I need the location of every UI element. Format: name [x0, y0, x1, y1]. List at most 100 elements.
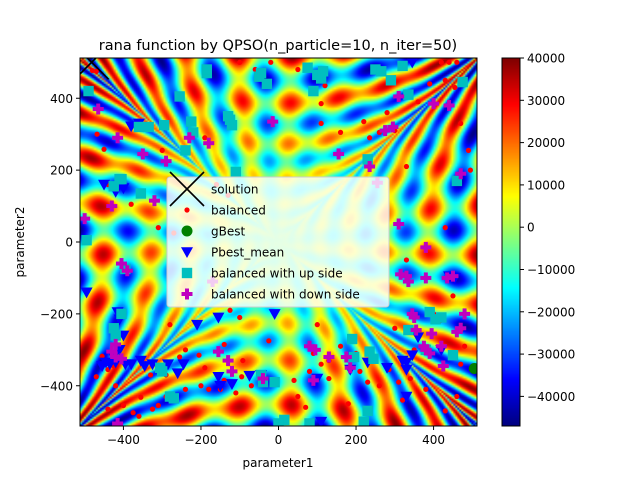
data-point	[399, 397, 406, 403]
legend-marker	[181, 267, 193, 279]
data-point	[357, 368, 363, 374]
data-point	[183, 132, 195, 144]
data-point	[108, 323, 119, 334]
data-point	[273, 418, 284, 426]
data-point	[137, 148, 149, 160]
data-point	[307, 374, 319, 386]
data-point-bar	[447, 99, 452, 111]
legend-label: balanced with up side	[211, 267, 343, 281]
data-point-bar	[313, 344, 318, 356]
data-point	[455, 322, 467, 334]
data-point	[237, 59, 243, 65]
data-point-bar	[326, 351, 331, 363]
data-point	[203, 137, 215, 149]
data-point	[94, 131, 100, 137]
data-point	[458, 120, 464, 127]
data-point-bar	[125, 265, 130, 277]
data-point	[364, 161, 376, 173]
data-point	[117, 183, 130, 195]
data-point	[202, 365, 208, 371]
data-point	[385, 75, 397, 86]
data-point	[402, 276, 414, 288]
data-point	[226, 120, 238, 131]
data-point	[239, 374, 245, 380]
data-point	[406, 350, 419, 362]
data-point	[201, 64, 212, 75]
legend-marker	[169, 171, 205, 207]
data-point	[337, 129, 344, 135]
data-point	[115, 353, 127, 365]
legend-label: gBest	[211, 225, 245, 239]
data-point	[133, 121, 145, 133]
data-point	[212, 371, 225, 383]
colorbar-tick-label: −10000	[527, 263, 575, 277]
colorbar-tick-label: −40000	[527, 390, 575, 404]
data-point	[396, 379, 402, 385]
data-point	[362, 154, 373, 165]
data-point	[406, 58, 418, 69]
data-point	[110, 338, 122, 350]
data-point	[458, 361, 464, 367]
data-point	[326, 375, 332, 382]
data-point-bar	[383, 125, 388, 137]
data-point	[98, 179, 111, 191]
y-tick-label: −400	[40, 379, 73, 393]
colorbar: −40000 −30000 −20000 −10000 0 10000 20000 30000…	[501, 52, 575, 427]
data-point-bar	[445, 272, 450, 284]
data-point	[340, 351, 352, 363]
data-point-bar	[367, 161, 372, 173]
data-point	[237, 314, 243, 321]
data-point-bar	[406, 276, 411, 288]
data-point-bar	[427, 347, 432, 359]
legend: solution balanced gBest Pbest_mean balanced …	[166, 171, 390, 308]
colorbar-tick-label: −30000	[527, 348, 575, 362]
data-point	[240, 357, 246, 364]
data-point-bar	[462, 308, 467, 320]
data-point	[93, 68, 99, 74]
data-point	[397, 60, 408, 72]
data-point	[266, 338, 272, 344]
data-point	[269, 376, 280, 388]
legend-label: balanced with down side	[211, 288, 360, 302]
data-point	[291, 377, 297, 383]
data-point	[420, 344, 432, 356]
data-point	[461, 343, 468, 349]
data-point	[110, 330, 121, 341]
data-point	[168, 393, 180, 404]
legend-marker-bar	[185, 288, 189, 300]
data-point	[441, 272, 453, 284]
data-point	[420, 241, 432, 253]
data-point	[116, 173, 127, 185]
data-point	[403, 89, 414, 100]
data-point	[345, 401, 351, 407]
data-point	[367, 135, 373, 141]
data-point-bar	[458, 322, 463, 334]
series-gbest	[468, 363, 477, 374]
legend-marker	[181, 247, 193, 258]
data-point	[80, 287, 93, 299]
data-point	[368, 353, 379, 364]
data-point	[403, 163, 410, 170]
data-point	[424, 306, 435, 318]
data-point	[304, 340, 316, 352]
data-point	[83, 85, 94, 97]
data-point	[315, 416, 328, 426]
data-point	[177, 354, 183, 360]
data-point	[423, 386, 429, 392]
y-tick-label: −200	[40, 307, 73, 321]
data-point-bar	[348, 362, 353, 374]
data-point	[268, 309, 281, 320]
data-point-bar	[270, 116, 275, 128]
legend-items: solution balanced gBest Pbest_mean balanced …	[169, 171, 360, 302]
data-point-bar	[307, 340, 312, 352]
data-point-bar	[396, 218, 401, 230]
data-point	[410, 324, 422, 336]
data-point-bar	[115, 417, 120, 426]
x-tick-label: 0	[275, 433, 283, 447]
data-point	[295, 66, 301, 73]
data-point-bar	[229, 365, 234, 377]
data-point	[120, 402, 127, 409]
data-point-bar	[187, 132, 192, 144]
data-point	[186, 116, 197, 127]
